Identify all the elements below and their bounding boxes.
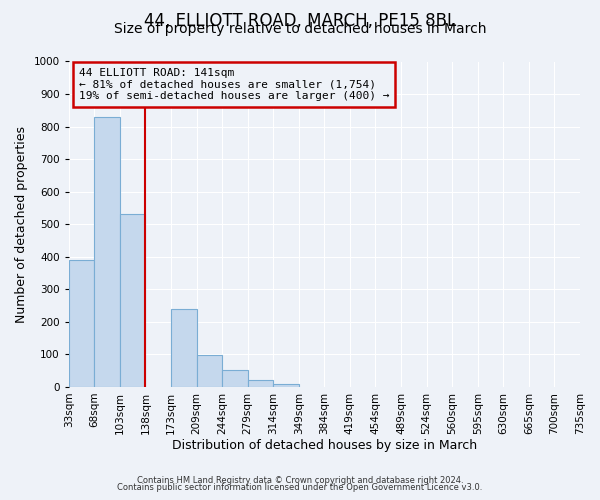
Text: Contains HM Land Registry data © Crown copyright and database right 2024.: Contains HM Land Registry data © Crown c… — [137, 476, 463, 485]
Bar — [273, 384, 299, 387]
X-axis label: Distribution of detached houses by size in March: Distribution of detached houses by size … — [172, 440, 477, 452]
Text: Size of property relative to detached houses in March: Size of property relative to detached ho… — [114, 22, 486, 36]
Bar — [222, 370, 248, 387]
Bar — [120, 214, 145, 387]
Bar — [171, 309, 197, 387]
Bar — [69, 260, 94, 387]
Bar — [248, 380, 273, 387]
Y-axis label: Number of detached properties: Number of detached properties — [15, 126, 28, 322]
Text: 44, ELLIOTT ROAD, MARCH, PE15 8BL: 44, ELLIOTT ROAD, MARCH, PE15 8BL — [144, 12, 456, 30]
Bar — [197, 356, 222, 387]
Bar — [94, 117, 120, 387]
Text: 44 ELLIOTT ROAD: 141sqm
← 81% of detached houses are smaller (1,754)
19% of semi: 44 ELLIOTT ROAD: 141sqm ← 81% of detache… — [79, 68, 389, 101]
Text: Contains public sector information licensed under the Open Government Licence v3: Contains public sector information licen… — [118, 484, 482, 492]
